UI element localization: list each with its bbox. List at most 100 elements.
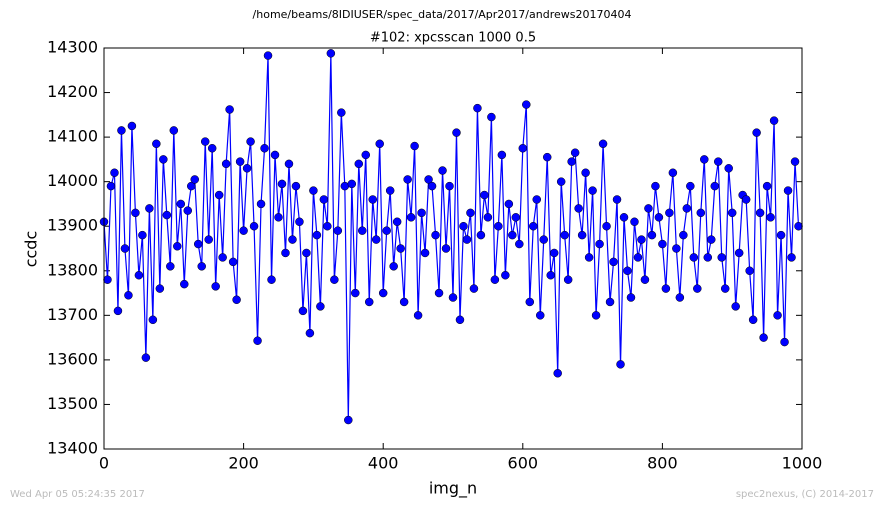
data-point [267, 275, 276, 284]
data-point [309, 186, 318, 195]
data-point [256, 199, 266, 209]
data-point [469, 284, 479, 293]
data-point [679, 230, 688, 240]
footer-right: spec2nexus, (C) 2014-2017 [736, 489, 874, 500]
data-point [539, 235, 548, 244]
data-point [330, 275, 339, 284]
data-point [371, 235, 381, 244]
data-point [752, 128, 761, 137]
data-point [525, 297, 535, 307]
data-point [225, 105, 234, 114]
data-point [337, 108, 346, 117]
data-point [654, 213, 664, 222]
data-point [759, 333, 768, 342]
data-point [693, 284, 702, 293]
data-point [609, 257, 618, 267]
data-point [364, 297, 374, 307]
data-point [560, 230, 569, 240]
data-point [193, 239, 203, 249]
data-point [661, 284, 671, 293]
data-point [312, 230, 322, 240]
data-point [403, 175, 412, 184]
data-point [344, 415, 353, 425]
data-point [302, 248, 311, 258]
data-point [187, 181, 196, 191]
data-point [270, 150, 280, 160]
data-point [159, 155, 168, 164]
data-point [748, 315, 758, 325]
data-point [672, 244, 681, 253]
data-point [162, 210, 172, 220]
data-point [305, 328, 315, 338]
data-point [354, 159, 364, 169]
data-point [790, 157, 800, 166]
data-point [724, 164, 733, 173]
data-point [762, 181, 772, 191]
data-point [713, 157, 723, 166]
data-point [508, 230, 517, 240]
data-point [717, 253, 726, 262]
data-point [682, 204, 692, 213]
data-point [462, 235, 472, 244]
data-point [591, 311, 601, 320]
data-point [103, 275, 112, 284]
data-point [277, 179, 287, 189]
data-point [455, 315, 465, 325]
data-point [637, 235, 646, 244]
data-point [120, 244, 130, 253]
chart-title: #102: xpcsscan 1000 0.5 [370, 31, 536, 46]
y-tick-label: 13600 [47, 349, 98, 368]
data-point [776, 230, 786, 240]
data-point [253, 336, 262, 345]
data-point [612, 195, 622, 204]
data-point [577, 230, 587, 240]
data-point [630, 217, 639, 227]
data-point [720, 284, 730, 293]
data-point [316, 302, 325, 311]
data-point [141, 353, 151, 362]
data-point [707, 235, 716, 244]
data-point [228, 257, 238, 267]
data-point [487, 112, 496, 122]
data-point [214, 190, 224, 200]
x-tick-label: 200 [228, 454, 259, 473]
data-point [626, 293, 636, 302]
data-point [113, 306, 123, 316]
data-point [413, 311, 423, 320]
data-point [221, 159, 231, 169]
data-point [131, 208, 140, 218]
data-point [497, 150, 507, 160]
data-point [323, 221, 332, 231]
data-point [588, 186, 597, 195]
data-point [755, 208, 765, 218]
data-point [647, 230, 657, 240]
data-point [389, 262, 398, 271]
data-point [361, 150, 370, 160]
y-axis-label: ccdc [22, 231, 41, 268]
data-point [211, 282, 220, 291]
data-point [640, 275, 650, 284]
data-point [298, 306, 308, 316]
x-tick-label: 0 [99, 454, 109, 473]
data-point [553, 369, 562, 378]
data-point [574, 204, 583, 213]
data-point [570, 148, 580, 157]
data-point [511, 213, 521, 222]
data-point [581, 168, 590, 178]
data-point [710, 181, 719, 191]
data-point [399, 297, 409, 307]
data-point [441, 244, 451, 253]
data-point [515, 239, 524, 249]
data-point [448, 293, 458, 302]
data-point [651, 181, 660, 191]
data-point [595, 239, 604, 249]
data-point [124, 291, 133, 300]
data-point [106, 181, 116, 191]
y-tick-label: 14200 [47, 82, 98, 101]
data-point [291, 181, 301, 191]
data-point [536, 311, 545, 320]
data-point [190, 175, 199, 184]
data-point [166, 262, 175, 271]
data-point [452, 128, 461, 137]
data-point [567, 157, 576, 166]
